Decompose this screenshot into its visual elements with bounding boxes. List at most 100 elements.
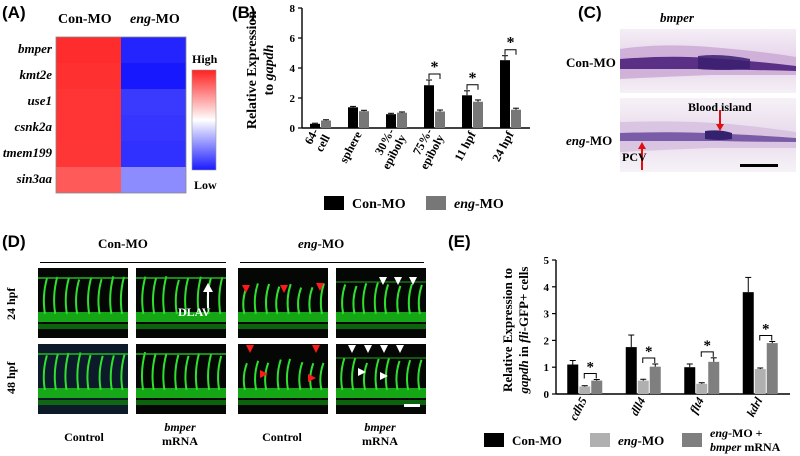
insitu-row1-label: Con-MO (566, 55, 616, 70)
y-tick-label: 0 (544, 389, 550, 401)
insitu-row2-label: eng-MO (566, 133, 613, 148)
segmental-vessel (75, 279, 81, 315)
vasc-image (136, 268, 226, 338)
segmental-vessel (340, 357, 346, 391)
segmental-vessel (254, 360, 260, 391)
y-tick-label: 1 (544, 362, 550, 374)
significance-bracket (504, 49, 517, 55)
bar (708, 361, 720, 394)
vessel-band (238, 324, 328, 329)
significance-mark: * (704, 338, 712, 354)
x-tick-label: 64-cell (301, 125, 333, 154)
y-axis-label: Relative Expression to gapdh (245, 11, 277, 130)
vasc-images (38, 268, 426, 414)
white-arrowhead (380, 345, 388, 353)
vessel-band (238, 400, 328, 405)
segmental-vessel (384, 358, 390, 391)
insitu-title: bmper (660, 10, 694, 25)
panel-label-a: (A) (2, 3, 26, 22)
segmental-vessel (162, 275, 168, 315)
y-axis-label: Relative Expression togapdh in fli-GFP+ … (500, 267, 531, 395)
y-tick-label: 0 (290, 123, 296, 135)
chart-b: 0 2 4 6 8 Relative Expression to gapdh 64-cell s… (245, 3, 530, 212)
significance-bracket (428, 73, 441, 79)
legend-swatch (590, 433, 610, 447)
gene-label: bmper (18, 41, 52, 56)
y-tick-label: 8 (290, 3, 296, 15)
bar (766, 343, 778, 394)
vasc-image (38, 268, 128, 338)
segmental-vessel (253, 283, 259, 315)
vessel-band (336, 312, 426, 322)
panel-label-c: (C) (578, 3, 602, 22)
segmental-vessel (417, 284, 423, 315)
bar (500, 60, 510, 129)
bar (310, 123, 320, 128)
x-tick-label: cdh5 (566, 395, 590, 423)
segmental-vessel (207, 353, 213, 391)
bar (359, 111, 369, 128)
vasc-col-label: bmper mRNA (162, 420, 198, 448)
x-tick-label: sphere (336, 128, 365, 165)
y-tick-label: 4 (290, 63, 296, 75)
x-tick-label: kdrl (744, 394, 766, 419)
white-arrowhead (409, 277, 417, 285)
y-tick-label: 5 (544, 255, 550, 267)
heatmap-cell (56, 37, 121, 63)
red-arrowhead (246, 345, 254, 353)
segmental-vessel (141, 276, 147, 315)
vasc-group-eng: eng-MO (298, 236, 345, 251)
segmental-vessel (184, 277, 190, 315)
white-arrowhead (364, 345, 372, 353)
bar (579, 386, 591, 394)
significance-mark: * (587, 360, 595, 376)
significance-mark: * (645, 344, 653, 360)
red-arrowhead (260, 370, 268, 378)
segmental-vessel (362, 283, 368, 315)
scale-bar (404, 404, 420, 407)
panel-label-d: (D) (2, 232, 26, 251)
segmental-vessel (275, 286, 281, 315)
bar (424, 85, 434, 128)
legend-label: Con-MO (352, 197, 406, 212)
segmental-vessel (162, 353, 168, 391)
significance-bracket (759, 334, 773, 341)
vasc-group-con: Con-MO (98, 236, 148, 251)
vessel-band (238, 312, 328, 322)
bar (462, 95, 472, 128)
heatmap-cell (121, 63, 186, 89)
white-arrowhead (358, 368, 366, 376)
vasc-image (38, 344, 128, 414)
segmental-vessel (119, 276, 125, 315)
segmental-vessel (53, 353, 59, 391)
insitu-image-control (620, 29, 796, 93)
heatmap-cell (121, 115, 186, 141)
segmental-vessel (286, 283, 292, 315)
segmental-vessel (87, 277, 93, 315)
vessel-band (336, 324, 426, 329)
heatmap-cell (56, 63, 121, 89)
segmental-vessel (298, 361, 304, 391)
dlav-arrowhead (203, 283, 213, 292)
annotation-pcv: PCV (622, 150, 647, 164)
bar (511, 109, 521, 128)
segmental-vessel (97, 278, 103, 315)
heatmap-color-scale (191, 69, 217, 171)
bar (742, 292, 754, 394)
segmental-vessel (373, 282, 379, 315)
segmental-vessel (383, 284, 390, 315)
segmental-vessel (64, 352, 70, 391)
gene-label: csnk2a (14, 119, 52, 134)
bar (696, 383, 708, 394)
heatmap-cell (56, 141, 121, 167)
vessel-band (38, 400, 128, 405)
segmental-vessel (242, 362, 248, 391)
bar (637, 380, 649, 394)
significance-mark: * (469, 70, 477, 87)
segmental-vessel (319, 362, 325, 391)
significance-bracket (700, 351, 714, 357)
segmental-vessel (196, 276, 202, 315)
heatmap-legend-low: Low (194, 178, 217, 192)
segmental-vessel (362, 362, 369, 391)
red-arrowhead (308, 374, 316, 382)
